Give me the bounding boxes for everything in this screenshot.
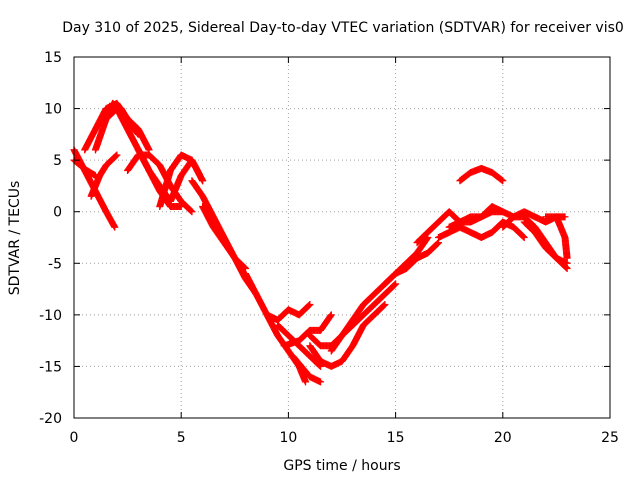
- y-tick-label: 10: [44, 102, 62, 118]
- data-series: [70, 99, 571, 386]
- series-arc-3: [87, 151, 121, 200]
- data-point: [302, 378, 310, 386]
- y-tick-label: 0: [53, 205, 62, 221]
- series-arc-11: [199, 203, 250, 272]
- series-arc-15: [280, 311, 335, 350]
- data-point: [240, 263, 248, 271]
- data-point: [392, 280, 400, 288]
- data-point: [379, 302, 387, 310]
- series-arc-24: [456, 164, 507, 185]
- data-point: [563, 254, 571, 262]
- y-tick-label: 15: [44, 50, 62, 66]
- chart-title: Day 310 of 2025, Sidereal Day-to-day VTE…: [62, 20, 624, 36]
- data-point: [111, 153, 119, 161]
- x-tick-label: 20: [494, 430, 512, 446]
- data-point: [111, 223, 119, 231]
- data-point: [317, 378, 325, 386]
- data-point: [188, 208, 196, 216]
- y-axis-ticks: -20 -15 -10 -5 0 5 10 15: [39, 50, 610, 427]
- x-tick-label: 5: [177, 430, 186, 446]
- data-point: [391, 281, 399, 289]
- x-tick-label: 25: [601, 430, 619, 446]
- x-tick-label: 10: [279, 430, 297, 446]
- series-arc-26: [520, 218, 571, 267]
- data-point: [304, 302, 312, 310]
- data-point: [305, 301, 313, 309]
- data-point: [134, 130, 142, 138]
- series-arc-9: [156, 151, 207, 211]
- data-point: [561, 213, 569, 221]
- data-point: [381, 301, 389, 309]
- data-point: [520, 234, 528, 241]
- data-point: [113, 151, 121, 159]
- data-point: [187, 207, 195, 215]
- y-tick-label: -20: [39, 411, 62, 427]
- series-arc-17: [306, 301, 389, 370]
- data-point: [519, 232, 527, 240]
- data-point: [434, 239, 442, 247]
- x-tick-label: 15: [387, 430, 405, 446]
- grid-lines: [74, 57, 610, 418]
- series-arc-22: [434, 218, 528, 241]
- data-point: [498, 176, 506, 184]
- data-point: [519, 233, 527, 241]
- data-point: [199, 177, 207, 185]
- series-arc-13: [263, 301, 314, 324]
- data-point: [241, 264, 249, 272]
- data-point: [380, 301, 388, 309]
- series-arc-20: [381, 239, 442, 288]
- data-point: [112, 152, 120, 160]
- data-point: [306, 301, 314, 309]
- series-arc-16: [289, 352, 325, 386]
- data-point: [186, 206, 194, 214]
- data-point: [327, 311, 335, 319]
- series-arc-27: [542, 213, 571, 262]
- data-point: [390, 282, 398, 290]
- data-point: [134, 129, 142, 137]
- x-tick-label: 0: [70, 430, 79, 446]
- data-point: [433, 240, 441, 248]
- series-arc-19: [327, 234, 432, 355]
- y-tick-label: -10: [39, 308, 62, 324]
- x-axis-label: GPS time / hours: [283, 458, 400, 474]
- series-arc-12: [242, 270, 310, 386]
- series-arc-1: [70, 146, 119, 231]
- data-point: [499, 177, 507, 185]
- y-tick-label: 5: [53, 153, 62, 169]
- data-point: [327, 312, 335, 320]
- x-axis-ticks: 0 5 10 15 20 25: [70, 57, 619, 446]
- y-tick-label: -15: [39, 359, 62, 375]
- plot-frame: [73, 56, 611, 419]
- y-axis-label: SDTVAR / TECUs: [7, 181, 23, 296]
- y-tick-label: -5: [48, 256, 62, 272]
